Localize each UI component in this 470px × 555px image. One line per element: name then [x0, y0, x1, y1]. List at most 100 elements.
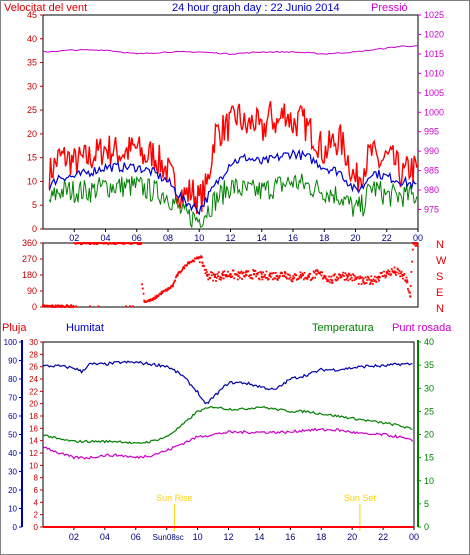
direction-point: [313, 271, 316, 274]
direction-point: [312, 276, 314, 279]
direction-point: [157, 295, 160, 298]
direction-point: [291, 280, 294, 283]
direction-point: [61, 306, 63, 308]
direction-point: [268, 274, 271, 277]
temperature-tick-label: 20: [424, 430, 434, 440]
pressure-tick-label: 1010: [424, 68, 444, 78]
direction-point: [213, 275, 217, 278]
time-tick-label: 02: [69, 233, 79, 243]
direction-point: [346, 274, 349, 278]
compass-label: W: [436, 255, 447, 267]
pressure-tick-label: 1005: [424, 88, 444, 98]
wind-green-line: [48, 173, 419, 228]
time-tick-label: 16: [288, 233, 298, 243]
direction-point: [334, 278, 337, 281]
temperature-tick-label: 25: [424, 406, 434, 416]
direction-point: [177, 272, 179, 275]
rain-tick-label: 26: [29, 363, 38, 372]
direction-point: [274, 271, 277, 274]
pressure-tick-label: 1020: [424, 29, 444, 39]
direction-point: [348, 273, 351, 276]
direction-point: [406, 281, 409, 284]
direction-point: [233, 277, 236, 280]
direction-point: [211, 271, 214, 274]
direction-point: [96, 242, 99, 244]
direction-point: [298, 277, 300, 280]
time-tick-label: 20: [347, 532, 357, 542]
direction-point: [286, 277, 288, 280]
direction-point: [283, 274, 286, 277]
direction-point: [225, 273, 228, 276]
direction-point: [403, 272, 406, 275]
direction-point: [400, 270, 403, 273]
direction-point: [58, 304, 61, 307]
direction-point: [326, 280, 328, 283]
direction-point: [241, 278, 243, 280]
direction-point: [366, 279, 369, 281]
direction-point: [292, 277, 295, 280]
direction-point: [226, 275, 229, 278]
direction-point: [335, 279, 338, 282]
direction-point: [205, 271, 208, 273]
direction-point: [141, 283, 144, 286]
direction-point: [269, 275, 272, 278]
direction-point: [274, 277, 276, 280]
direction-point: [243, 275, 246, 278]
direction-point: [362, 279, 364, 282]
direction-point: [209, 277, 212, 279]
direction-point: [393, 270, 396, 273]
temperature-tick-label: 35: [424, 360, 434, 370]
direction-point: [383, 270, 385, 273]
direction-point: [129, 305, 132, 308]
direction-point: [374, 279, 377, 282]
temperature-tick-label: 15: [424, 453, 434, 463]
direction-point: [385, 275, 388, 277]
rain-tick-label: 22: [29, 387, 38, 396]
direction-point: [97, 305, 100, 308]
pressure-tick-label: 985: [424, 166, 439, 176]
sun-marker-label: Sun Set: [344, 493, 377, 503]
dewpoint-line: [42, 427, 413, 460]
wind-tick-label: 35: [27, 58, 37, 68]
direction-point: [178, 270, 181, 273]
direction-point: [149, 298, 152, 301]
direction-point: [44, 304, 47, 307]
direction-point: [240, 270, 243, 273]
direction-point: [357, 276, 359, 279]
wind-tick-label: 15: [27, 153, 37, 163]
direction-point: [172, 281, 175, 284]
pressure-tick-label: 990: [424, 146, 439, 156]
direction-point: [276, 274, 279, 278]
direction-point: [128, 242, 131, 245]
direction-point: [371, 283, 374, 285]
direction-point: [132, 305, 134, 308]
direction-point: [411, 248, 414, 251]
direction-point: [299, 274, 303, 277]
direction-point: [401, 275, 404, 277]
direction-point: [341, 273, 344, 276]
direction-point: [402, 274, 405, 277]
direction-point: [398, 270, 401, 272]
direction-point: [160, 293, 163, 296]
compass-label: N: [436, 303, 444, 315]
direction-point: [249, 277, 252, 279]
time-tick-label: 00: [409, 532, 419, 542]
direction-point: [406, 279, 409, 282]
direction-point: [252, 273, 256, 276]
humidity-tick-label: 90: [8, 357, 17, 366]
pressure-tick-label: 1025: [424, 10, 444, 20]
direction-point: [319, 271, 322, 274]
direction-point: [276, 277, 279, 280]
direction-tick-label: 360: [22, 238, 37, 248]
sun-marker-label: Sun Rise: [156, 493, 193, 503]
pressure-tick-label: 1000: [424, 107, 444, 117]
direction-point: [303, 271, 306, 274]
wind-tick-label: 30: [27, 81, 37, 91]
direction-point: [187, 261, 190, 264]
direction-point: [401, 274, 404, 277]
direction-point: [112, 242, 115, 244]
direction-point: [238, 276, 241, 279]
direction-point: [252, 269, 255, 271]
direction-point: [376, 276, 379, 279]
direction-point: [113, 243, 115, 245]
